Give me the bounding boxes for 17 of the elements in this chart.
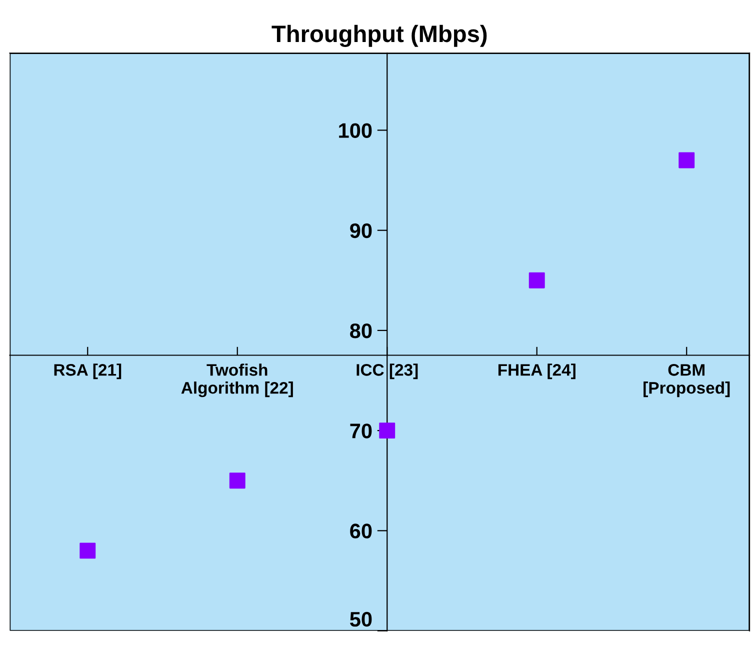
y-tick-label: 50	[350, 612, 372, 627]
chart-title: Throughput (Mbps)	[272, 24, 487, 48]
y-tick-label: 80	[350, 323, 372, 338]
point	[528, 272, 545, 288]
x-tick-label: RSA [21]	[54, 364, 122, 380]
point	[678, 152, 695, 168]
y-tick-label: 60	[350, 524, 372, 538]
y-tick-label: 90	[350, 223, 372, 238]
point	[229, 472, 246, 489]
x-tick-label: FHEA [24]	[498, 364, 576, 380]
x-tick-label: Twofish Algorithm [22]	[181, 364, 293, 398]
x-tick-label: ICC [23]	[356, 364, 418, 380]
y-tick-label: 100	[339, 123, 372, 138]
x-tick-label: CBM [Proposed]	[644, 364, 730, 398]
y-tick-label: 70	[350, 424, 372, 438]
point	[80, 542, 96, 559]
point	[379, 422, 396, 439]
